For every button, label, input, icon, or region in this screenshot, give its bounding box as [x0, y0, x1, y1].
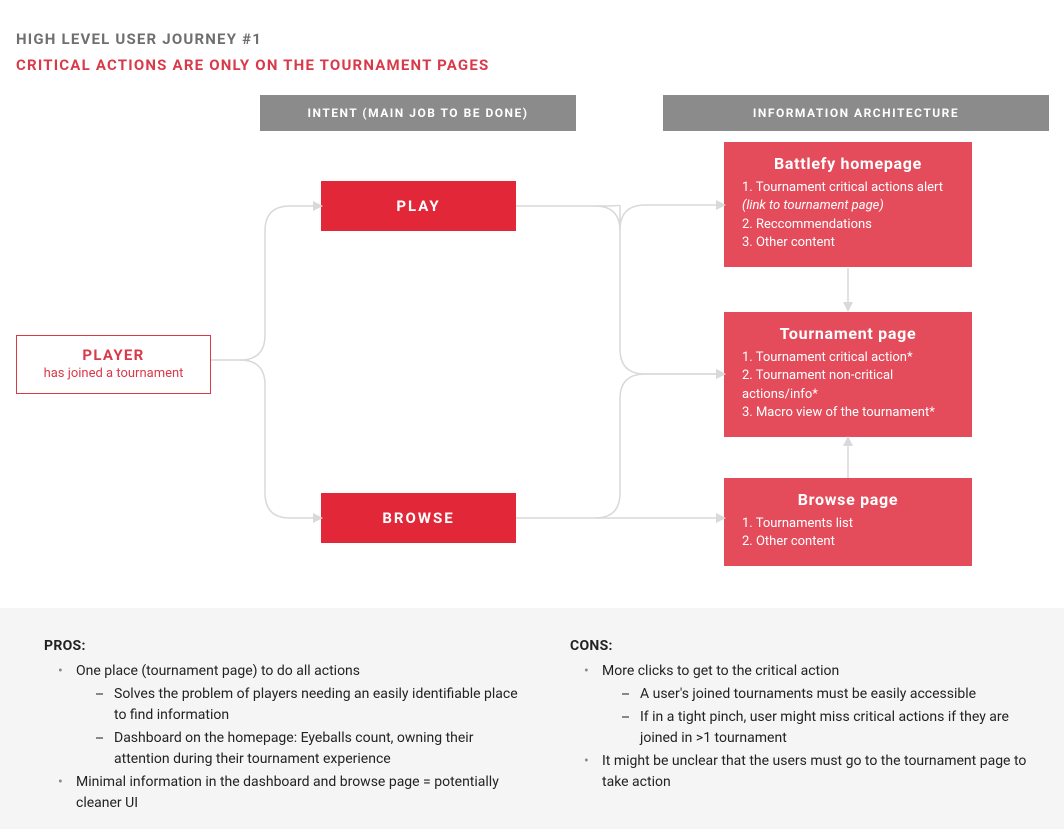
info-line: 1. Tournament critical action*: [742, 349, 954, 367]
pros-column: PROS: One place (tournament page) to do …: [44, 636, 524, 816]
col-header-info: INFORMATION ARCHITECTURE: [663, 95, 1049, 131]
pros-list: One place (tournament page) to do all ac…: [44, 661, 524, 814]
info-line: (link to tournament page): [742, 197, 954, 215]
info-line: 1. Tournament critical actions alert: [742, 179, 954, 197]
list-item: One place (tournament page) to do all ac…: [44, 661, 524, 770]
info-line: 1. Tournaments list: [742, 515, 954, 533]
info-line: 2. Other content: [742, 533, 954, 551]
list-item: More clicks to get to the critical actio…: [570, 661, 1040, 749]
pros-title: PROS:: [44, 636, 524, 657]
info-home: Battlefy homepage 1. Tournament critical…: [724, 142, 972, 267]
info-tournament-title: Tournament page: [742, 324, 954, 343]
info-line: 2. Tournament non-critical actions/info*: [742, 367, 954, 404]
info-home-lines: 1. Tournament critical actions alert(lin…: [742, 179, 954, 253]
cons-list: More clicks to get to the critical actio…: [570, 661, 1040, 793]
intent-play: PLAY: [321, 181, 516, 231]
cons-title: CONS:: [570, 636, 1040, 657]
list-item: Minimal information in the dashboard and…: [44, 772, 524, 814]
info-browse: Browse page 1. Tournaments list2. Other …: [724, 478, 972, 566]
sub-list-item: Dashboard on the homepage: Eyeballs coun…: [76, 728, 524, 770]
info-line: 3. Macro view of the tournament*: [742, 404, 954, 422]
cons-column: CONS: More clicks to get to the critical…: [570, 636, 1040, 795]
info-browse-lines: 1. Tournaments list2. Other content: [742, 515, 954, 552]
info-home-title: Battlefy homepage: [742, 154, 954, 173]
info-browse-title: Browse page: [742, 490, 954, 509]
player-box: PLAYER has joined a tournament: [16, 335, 211, 394]
sub-list-item: Solves the problem of players needing an…: [76, 684, 524, 726]
intent-browse: BROWSE: [321, 493, 516, 543]
heading-journey: HIGH LEVEL USER JOURNEY #1: [16, 30, 262, 48]
player-sub: has joined a tournament: [25, 366, 202, 381]
info-line: 3. Other content: [742, 234, 954, 252]
sub-list-item: A user's joined tournaments must be easi…: [602, 684, 1040, 705]
info-line: 2. Reccommendations: [742, 216, 954, 234]
player-title: PLAYER: [25, 346, 202, 364]
heading-critical: CRITICAL ACTIONS ARE ONLY ON THE TOURNAM…: [16, 56, 489, 74]
sub-list: Solves the problem of players needing an…: [76, 684, 524, 770]
info-tournament-lines: 1. Tournament critical action*2. Tournam…: [742, 349, 954, 423]
sub-list: A user's joined tournaments must be easi…: [602, 684, 1040, 749]
info-tournament: Tournament page 1. Tournament critical a…: [724, 312, 972, 437]
list-item: It might be unclear that the users must …: [570, 751, 1040, 793]
col-header-intent: INTENT (MAIN JOB TO BE DONE): [260, 95, 576, 131]
sub-list-item: If in a tight pinch, user might miss cri…: [602, 707, 1040, 749]
